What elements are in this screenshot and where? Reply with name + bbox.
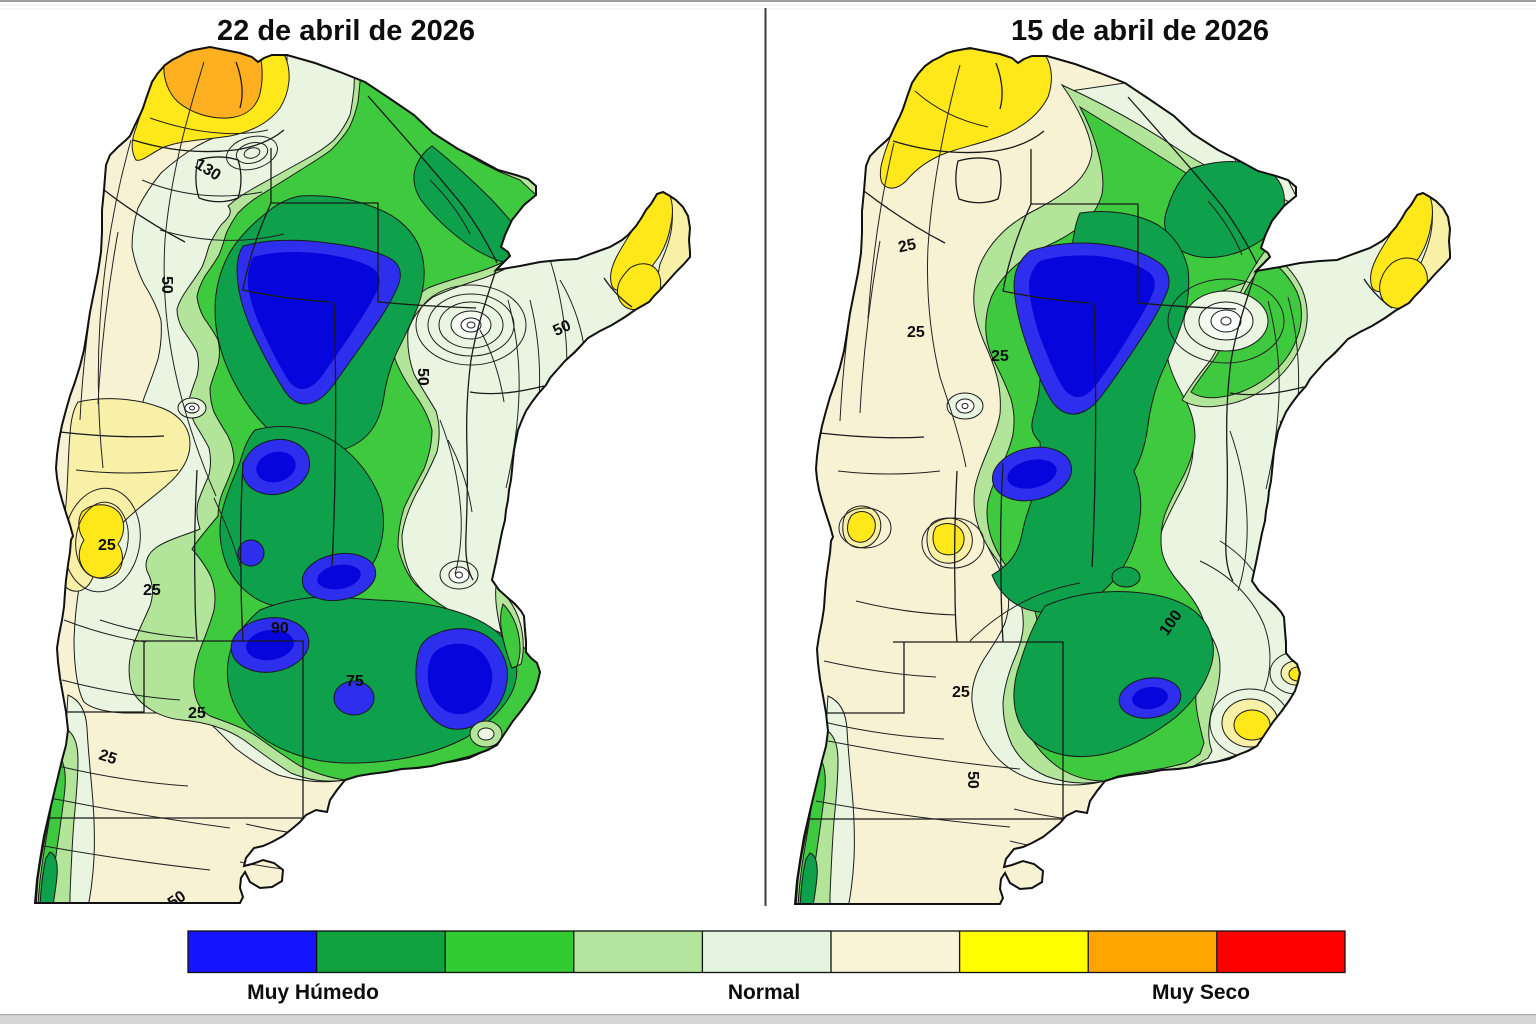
svg-text:Muy Húmedo: Muy Húmedo (247, 981, 379, 1004)
svg-text:50: 50 (550, 317, 573, 340)
svg-text:25: 25 (98, 537, 116, 554)
svg-text:25: 25 (143, 582, 161, 599)
svg-text:50: 50 (414, 368, 431, 386)
svg-text:25: 25 (952, 684, 970, 701)
svg-text:90: 90 (271, 620, 289, 637)
svg-text:25: 25 (907, 324, 925, 341)
svg-text:25: 25 (991, 348, 1009, 365)
svg-text:25: 25 (97, 747, 119, 769)
svg-text:25: 25 (188, 705, 206, 722)
svg-text:Muy Seco: Muy Seco (1152, 981, 1250, 1004)
svg-text:Normal: Normal (728, 981, 800, 1004)
svg-text:75: 75 (346, 673, 364, 690)
svg-text:25: 25 (897, 236, 918, 256)
svg-text:50: 50 (964, 771, 981, 789)
svg-text:22 de abril de 2026: 22 de abril de 2026 (217, 15, 475, 47)
svg-text:15 de abril de 2026: 15 de abril de 2026 (1011, 15, 1269, 47)
svg-text:50: 50 (158, 276, 175, 294)
